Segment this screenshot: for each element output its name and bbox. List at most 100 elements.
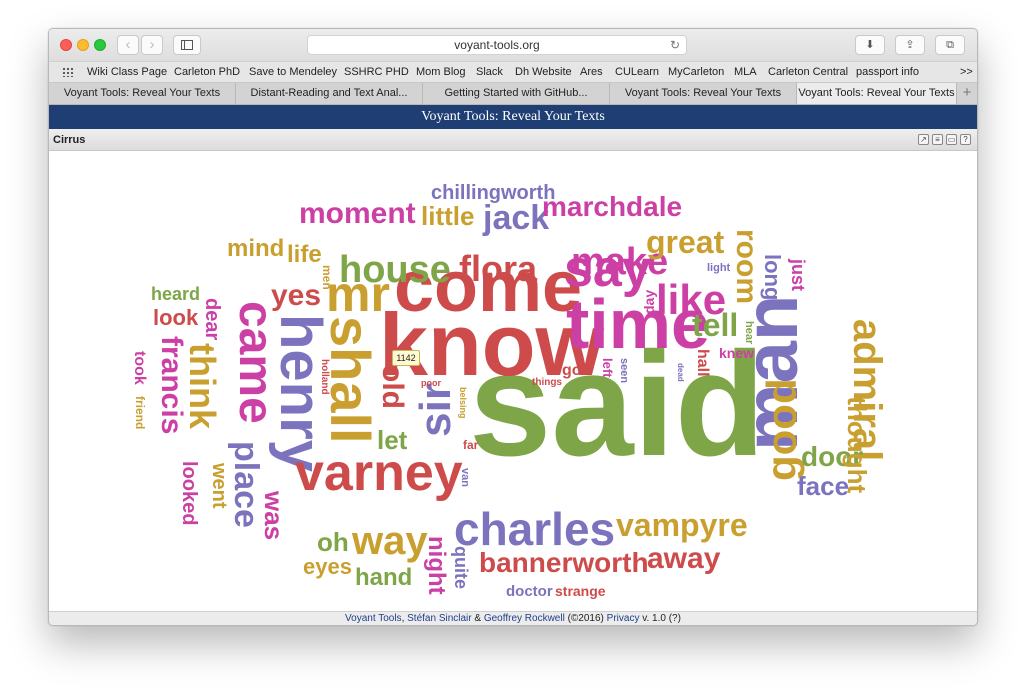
bookmark-item[interactable]: Ares — [580, 66, 603, 78]
bookmark-item[interactable]: Slack — [476, 66, 503, 78]
word-got[interactable]: got — [562, 362, 587, 379]
bookmark-item[interactable]: Dh Website — [515, 66, 572, 78]
word-charles[interactable]: charles — [454, 503, 616, 555]
word-jack[interactable]: jack — [483, 199, 550, 237]
export-icon[interactable]: ↗ — [918, 134, 929, 145]
close-window-button[interactable] — [60, 39, 72, 51]
word-seen[interactable]: seen — [618, 358, 630, 384]
word-night[interactable]: night — [423, 536, 450, 595]
switch-tool-icon[interactable]: ≡ — [932, 134, 943, 145]
bookmark-item[interactable]: CULearn — [615, 66, 660, 78]
word-chillingworth[interactable]: chillingworth — [431, 182, 556, 204]
word-van[interactable]: van — [459, 468, 471, 487]
word-know[interactable]: know — [379, 295, 604, 394]
word-face[interactable]: face — [797, 471, 850, 501]
word-look[interactable]: look — [153, 305, 199, 330]
word-knew[interactable]: knew — [719, 345, 755, 361]
word-life[interactable]: life — [287, 241, 322, 268]
word-mr[interactable]: mr — [326, 266, 390, 322]
word-mind[interactable]: mind — [227, 235, 285, 262]
word-room[interactable]: room — [730, 229, 763, 304]
word-doctor[interactable]: doctor — [506, 583, 553, 600]
word-belsing[interactable]: belsing — [458, 387, 468, 419]
sidebar-toggle-button[interactable] — [173, 35, 201, 55]
word-moment[interactable]: moment — [299, 197, 416, 230]
bookmark-item[interactable]: passport info — [856, 66, 919, 78]
word-dead[interactable]: dead — [676, 363, 685, 382]
word-vampyre[interactable]: vampyre — [616, 507, 748, 543]
footer-version[interactable]: v. 1.0 (?) — [642, 613, 681, 624]
word-come[interactable]: come — [394, 247, 583, 327]
word-light[interactable]: light — [707, 262, 731, 274]
word-said[interactable]: said — [469, 322, 766, 487]
word-quite[interactable]: quite — [451, 546, 471, 589]
word-way[interactable]: way — [352, 519, 428, 563]
forward-button[interactable]: › — [141, 35, 163, 55]
word-looked[interactable]: looked — [178, 461, 200, 526]
word-house[interactable]: house — [339, 249, 451, 291]
word-came[interactable]: came — [229, 301, 282, 424]
word-took[interactable]: took — [131, 351, 148, 385]
word-eyes[interactable]: eyes — [303, 554, 352, 579]
browser-tab[interactable]: Distant-Reading and Text Anal... — [236, 83, 423, 104]
word-day[interactable]: day — [641, 289, 657, 314]
word-hall[interactable]: hall — [694, 349, 711, 377]
word-just[interactable]: just — [788, 259, 808, 292]
browser-tab[interactable]: Getting Started with GitHub... — [423, 83, 610, 104]
privacy-link[interactable]: Privacy — [606, 613, 640, 624]
bookmark-item[interactable]: Save to Mendeley — [249, 66, 338, 78]
word-hear[interactable]: hear — [743, 321, 755, 345]
rockwell-link[interactable]: Geoffrey Rockwell — [483, 613, 565, 624]
word-marchdale[interactable]: marchdale — [542, 191, 683, 222]
bookmark-item[interactable]: Carleton PhD — [174, 66, 241, 78]
word-little[interactable]: little — [421, 201, 475, 231]
word-tell[interactable]: tell — [692, 307, 739, 343]
word-say[interactable]: say — [564, 240, 651, 298]
downloads-button[interactable]: ⬇ — [855, 35, 885, 55]
bookmark-item[interactable]: Carleton Central — [768, 66, 849, 78]
word-hand[interactable]: hand — [355, 564, 413, 591]
address-bar[interactable]: voyant-tools.org ↻ — [307, 35, 687, 55]
zoom-window-button[interactable] — [94, 39, 106, 51]
word-sir[interactable]: sir — [411, 383, 460, 437]
word-flora[interactable]: flora — [459, 248, 538, 289]
word-good[interactable]: good — [758, 378, 805, 481]
tabs-overview-button[interactable]: ⧉ — [935, 35, 965, 55]
word-oh[interactable]: oh — [317, 527, 349, 557]
bookmark-item[interactable]: Wiki Class Page — [87, 66, 168, 78]
reload-icon[interactable]: ↻ — [669, 38, 680, 52]
browser-tab[interactable]: Voyant Tools: Reveal Your Texts — [49, 83, 236, 104]
word-yes[interactable]: yes — [271, 279, 322, 312]
word-francis[interactable]: francis — [155, 336, 188, 435]
word-long[interactable]: long — [760, 254, 785, 301]
bookmark-item[interactable]: MLA — [734, 66, 757, 78]
bookmark-item[interactable]: Mom Blog — [416, 66, 466, 78]
word-like[interactable]: like — [656, 276, 727, 323]
word-dear[interactable]: dear — [201, 298, 223, 341]
voyant-tools-link[interactable]: Voyant Tools — [345, 613, 402, 624]
word-men[interactable]: men — [320, 265, 334, 290]
word-shall[interactable]: shall — [319, 316, 382, 444]
sinclair-link[interactable]: Stéfan Sinclair — [407, 613, 472, 624]
word-friend[interactable]: friend — [133, 396, 147, 430]
word-varney[interactable]: varney — [295, 444, 463, 502]
word-thought[interactable]: thought — [842, 396, 872, 494]
back-button[interactable]: ‹ — [117, 35, 139, 55]
browser-tab[interactable]: Voyant Tools: Reveal Your Texts — [610, 83, 797, 104]
word-heard[interactable]: heard — [151, 284, 201, 304]
word-left[interactable]: left — [600, 358, 615, 378]
word-holland[interactable]: holland — [319, 359, 330, 395]
help-icon[interactable]: ? — [960, 134, 971, 145]
options-icon[interactable]: ▭ — [946, 134, 957, 145]
word-let[interactable]: let — [377, 425, 408, 455]
word-went[interactable]: went — [208, 463, 230, 509]
word-things[interactable]: things — [532, 377, 562, 388]
word-time[interactable]: time — [566, 285, 710, 363]
grid-icon[interactable] — [62, 67, 74, 77]
bookmark-item[interactable]: MyCarleton — [668, 66, 725, 78]
word-far[interactable]: far — [463, 438, 479, 452]
word-make[interactable]: make — [571, 241, 669, 283]
word-door[interactable]: door — [801, 441, 864, 472]
word-away[interactable]: away — [647, 542, 721, 575]
new-tab-button[interactable]: + — [957, 83, 977, 104]
